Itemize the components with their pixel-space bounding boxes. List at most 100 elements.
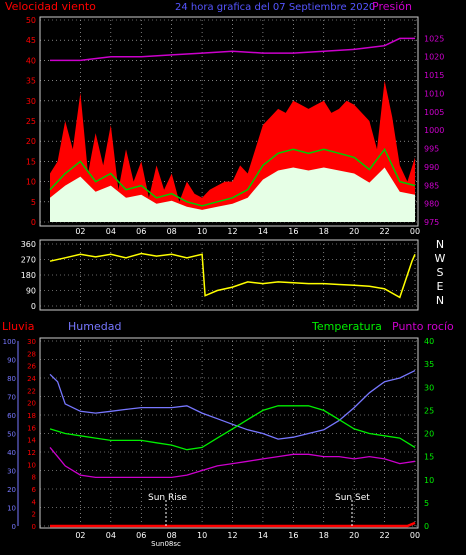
y-tick-label-direction: 180	[21, 271, 36, 280]
y-tick-label-pressure: 1000	[424, 126, 444, 135]
series-pressure-line	[50, 37, 415, 62]
x-tick-label: 14	[258, 227, 268, 236]
y-tick-label-rain: 0	[32, 523, 36, 531]
chart-title: 24 hora grafica del 07 Septiembre 2020	[175, 2, 375, 13]
humidity-label: Humedad	[68, 320, 121, 333]
x-tick-label: 00	[410, 531, 420, 540]
x-tick-label: 02	[75, 227, 85, 236]
dewpoint-label: Punto rocío	[392, 320, 454, 333]
y-tick-label-wind: 5	[31, 198, 36, 207]
y-tick-label-wind: 45	[26, 36, 36, 45]
series-humidity-line	[49, 370, 416, 440]
x-tick-label: 20	[349, 531, 359, 540]
y-tick-label-rain: 4	[32, 498, 37, 506]
compass-label: N	[436, 294, 444, 307]
x-tick-label-mid: Sun08sc	[151, 540, 181, 548]
x-tick-label: 12	[227, 227, 237, 236]
y-tick-label-rain: 12	[27, 449, 36, 457]
y-tick-label-wind: 15	[26, 157, 36, 166]
rain-label: Lluvia	[2, 320, 34, 333]
y-tick-label-humidity: 90	[7, 357, 16, 365]
y-tick-label-wind: 20	[26, 137, 36, 146]
x-tick-label: 10	[197, 531, 207, 540]
series-wind-fill-area	[50, 167, 415, 222]
y-tick-label-humidity: 40	[7, 449, 16, 457]
y-tick-label-rain: 8	[32, 474, 36, 482]
y-tick-label-pressure: 1005	[424, 108, 444, 117]
series-wind-avg-line	[49, 147, 416, 207]
y-tick-label-pressure: 1010	[424, 89, 444, 98]
y-tick-label-rain: 26	[27, 363, 36, 371]
sunset-label: Sun Set	[335, 493, 370, 503]
y-tick-label-humidity: 50	[7, 431, 16, 439]
x-tick-label: 10	[197, 227, 207, 236]
wind-speed-label: Velocidad viento	[5, 0, 96, 13]
y-tick-label-temperature: 35	[424, 360, 434, 369]
x-tick-label: 04	[106, 531, 116, 540]
x-tick-label: 14	[258, 531, 268, 540]
y-tick-label-rain: 14	[27, 437, 36, 445]
x-tick-label: 22	[379, 227, 389, 236]
y-tick-label-wind: 40	[26, 56, 36, 65]
y-tick-label-humidity: 60	[7, 412, 16, 420]
y-tick-label-rain: 10	[27, 461, 36, 469]
x-tick-label: 12	[227, 531, 237, 540]
y-tick-label-humidity: 10	[7, 505, 16, 513]
x-tick-label: 16	[288, 227, 298, 236]
series-wind-direction-line	[49, 252, 416, 299]
series-rain-line	[50, 521, 416, 528]
x-tick-label: 06	[136, 531, 146, 540]
series-temperature-line	[49, 405, 416, 451]
y-tick-label-pressure: 1020	[424, 53, 444, 62]
y-tick-label-direction: 0	[31, 302, 36, 311]
y-tick-label-pressure: 985	[424, 181, 439, 190]
y-tick-label-rain: 28	[27, 350, 36, 358]
x-tick-label: 04	[106, 227, 116, 236]
compass-label: E	[437, 280, 444, 293]
sunrise-label: Sun Rise	[148, 493, 187, 503]
y-tick-label-pressure: 975	[424, 218, 439, 227]
y-tick-label-direction: 270	[21, 256, 36, 265]
y-tick-label-pressure: 1015	[424, 71, 444, 80]
y-tick-label-rain: 6	[32, 486, 37, 494]
x-tick-label: 00	[410, 227, 420, 236]
y-tick-label-temperature: 15	[424, 453, 434, 462]
pressure-label: Presión	[372, 0, 412, 13]
y-tick-label-rain: 2	[32, 511, 36, 519]
x-tick-label: 08	[167, 227, 177, 236]
y-tick-label-humidity: 0	[12, 523, 16, 531]
x-tick-label: 18	[319, 227, 329, 236]
y-tick-label-pressure: 990	[424, 163, 439, 172]
y-tick-label-wind: 50	[26, 16, 36, 25]
y-tick-label-direction: 90	[26, 287, 36, 296]
y-tick-label-rain: 18	[27, 412, 36, 420]
x-tick-label: 02	[75, 531, 85, 540]
y-tick-label-temperature: 10	[424, 476, 434, 485]
y-tick-label-humidity: 80	[7, 375, 16, 383]
y-tick-label-pressure: 1025	[424, 34, 444, 43]
y-tick-label-rain: 22	[27, 387, 36, 395]
temperature-label: Temperatura	[311, 320, 382, 333]
y-tick-label-temperature: 5	[424, 499, 429, 508]
compass-label: S	[437, 266, 444, 279]
y-tick-label-temperature: 20	[424, 430, 434, 439]
y-tick-label-rain: 20	[27, 400, 36, 408]
y-tick-label-temperature: 0	[424, 522, 429, 531]
y-tick-label-pressure: 995	[424, 145, 439, 154]
y-tick-label-rain: 16	[27, 424, 36, 432]
wind-panel-frame	[39, 16, 419, 227]
y-tick-label-rain: 24	[27, 375, 36, 383]
y-tick-label-wind: 0	[31, 218, 36, 227]
y-tick-label-wind: 35	[26, 77, 36, 86]
y-tick-label-wind: 25	[26, 117, 36, 126]
y-tick-label-direction: 360	[21, 240, 36, 249]
y-tick-label-rain: 30	[27, 338, 36, 346]
y-tick-label-temperature: 25	[424, 406, 434, 415]
y-tick-label-humidity: 100	[3, 338, 16, 346]
y-tick-label-temperature: 30	[424, 383, 434, 392]
x-tick-label: 20	[349, 227, 359, 236]
x-tick-label: 16	[288, 531, 298, 540]
y-tick-label-temperature: 40	[424, 337, 434, 346]
x-tick-label: 18	[319, 531, 329, 540]
